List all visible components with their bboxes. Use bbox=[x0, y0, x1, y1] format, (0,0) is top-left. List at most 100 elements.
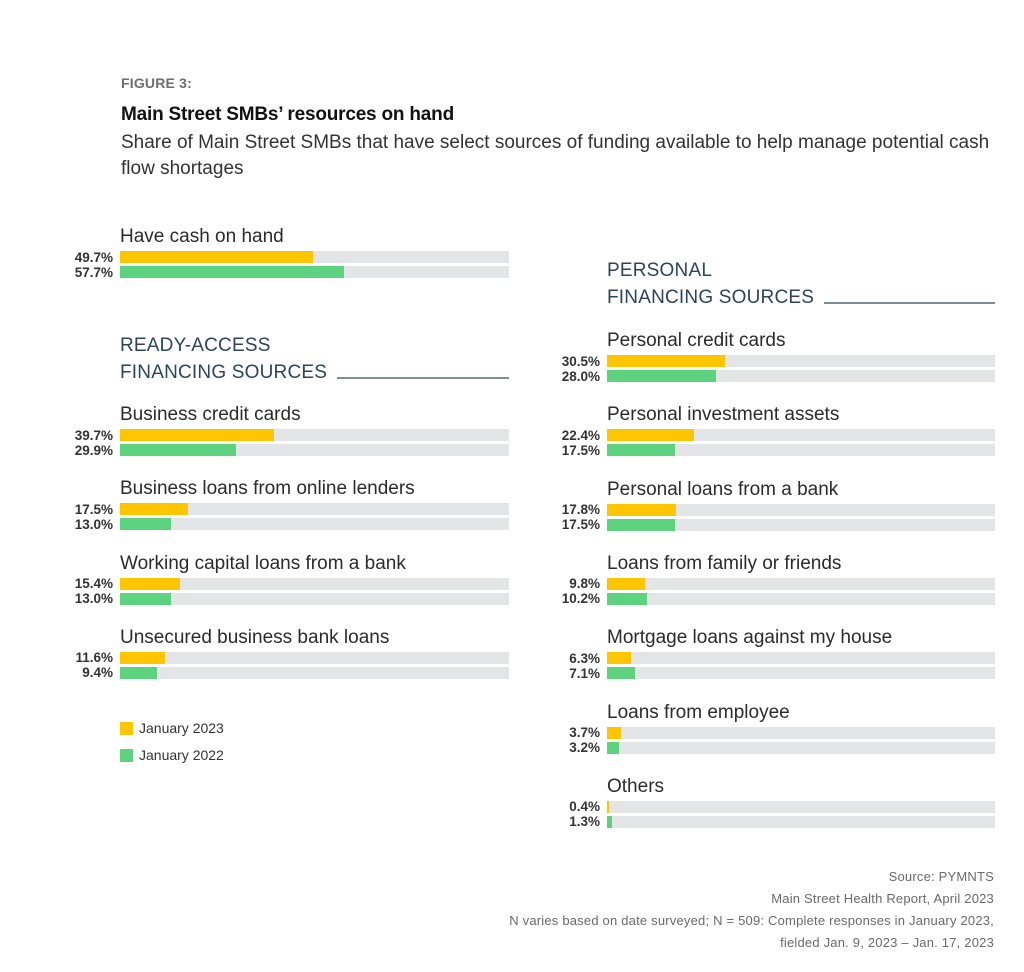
section-divider bbox=[337, 377, 509, 379]
data-label-january-2022-business-loans-from-online-lenders: 13.0% bbox=[74, 516, 113, 532]
legend-label-jan-2023: January 2023 bbox=[139, 720, 224, 736]
bar-january-2022-have-cash-on-hand bbox=[120, 266, 345, 278]
bar-january-2023-mortgage-loans-against-my-house bbox=[607, 652, 632, 665]
category-label-business-loans-from-online-lenders: Business loans from online lenders bbox=[120, 478, 415, 500]
source-footer: Source: PYMNTS Main Street Health Report… bbox=[509, 866, 994, 954]
data-label-january-2023-loans-from-family-or-friends: 9.8% bbox=[569, 576, 600, 592]
bar-track bbox=[607, 592, 995, 605]
category-label-personal-investment-assets: Personal investment assets bbox=[607, 404, 840, 426]
data-label-january-2023-mortgage-loans-against-my-house: 6.3% bbox=[569, 650, 600, 666]
bar-january-2023-loans-from-family-or-friends bbox=[607, 577, 646, 590]
category-label-working-capital-loans-from-a-bank: Working capital loans from a bank bbox=[120, 552, 406, 574]
bar-january-2022-personal-loans-from-a-bank bbox=[607, 518, 675, 531]
bar-january-2022-personal-investment-assets bbox=[607, 444, 675, 457]
section-heading-ready-access-financing-sources: READY-ACCESS FINANCING SOURCES bbox=[120, 332, 327, 386]
bar-january-2022-unsecured-business-bank-loans bbox=[120, 666, 157, 679]
bar-track bbox=[607, 429, 995, 442]
bar-january-2023-have-cash-on-hand bbox=[120, 251, 314, 263]
legend-item-jan-2022: January 2022 bbox=[120, 747, 224, 763]
legend: January 2023 January 2022 bbox=[120, 720, 224, 763]
bar-january-2023-others bbox=[607, 800, 609, 813]
chart-title: Main Street SMBs’ resources on hand bbox=[121, 104, 454, 125]
bar-track bbox=[607, 518, 995, 531]
data-label-january-2022-others: 1.3% bbox=[569, 814, 600, 830]
bar-track bbox=[607, 444, 995, 457]
bar-track bbox=[607, 652, 995, 665]
bar-track bbox=[120, 266, 509, 278]
data-label-january-2023-working-capital-loans-from-a-bank: 15.4% bbox=[74, 576, 113, 592]
bar-january-2023-personal-investment-assets bbox=[607, 429, 694, 442]
data-label-january-2022-have-cash-on-hand: 57.7% bbox=[74, 264, 113, 280]
section-heading-line: READY-ACCESS bbox=[120, 335, 271, 356]
section-heading-personal-financing-sources: PERSONAL FINANCING SOURCES bbox=[607, 257, 814, 311]
bar-january-2023-unsecured-business-bank-loans bbox=[120, 651, 166, 664]
bar-track bbox=[607, 726, 995, 739]
data-label-january-2023-personal-investment-assets: 22.4% bbox=[561, 427, 600, 443]
section-heading-line: FINANCING SOURCES bbox=[607, 287, 815, 308]
data-label-january-2023-business-credit-cards: 39.7% bbox=[74, 427, 113, 443]
bar-track bbox=[607, 355, 995, 367]
bar-track bbox=[120, 503, 509, 516]
bar-track bbox=[607, 503, 995, 516]
legend-swatch-jan-2022 bbox=[120, 748, 133, 762]
bar-track bbox=[120, 429, 509, 441]
data-label-january-2023-business-loans-from-online-lenders: 17.5% bbox=[74, 501, 113, 517]
legend-swatch-jan-2023 bbox=[120, 721, 133, 735]
bar-track bbox=[120, 251, 509, 263]
category-label-unsecured-business-bank-loans: Unsecured business bank loans bbox=[120, 626, 390, 648]
bar-track bbox=[120, 444, 509, 456]
data-label-january-2022-unsecured-business-bank-loans: 9.4% bbox=[82, 665, 113, 681]
category-label-personal-credit-cards: Personal credit cards bbox=[607, 330, 786, 351]
bar-january-2023-loans-from-employee bbox=[607, 726, 622, 739]
data-label-january-2022-loans-from-family-or-friends: 10.2% bbox=[561, 591, 600, 607]
data-label-january-2023-personal-loans-from-a-bank: 17.8% bbox=[561, 502, 600, 518]
bar-january-2022-personal-credit-cards bbox=[607, 370, 716, 382]
bar-january-2022-mortgage-loans-against-my-house bbox=[607, 667, 635, 680]
data-label-january-2023-have-cash-on-hand: 49.7% bbox=[74, 249, 113, 265]
category-label-others: Others bbox=[607, 775, 665, 797]
data-label-january-2022-mortgage-loans-against-my-house: 7.1% bbox=[569, 665, 600, 681]
bar-january-2022-others bbox=[607, 815, 613, 828]
data-label-january-2023-loans-from-employee: 3.7% bbox=[569, 725, 600, 740]
legend-label-jan-2022: January 2022 bbox=[139, 747, 224, 763]
bar-track bbox=[607, 815, 995, 828]
bar-track bbox=[120, 577, 509, 590]
bar-january-2023-business-credit-cards bbox=[120, 429, 275, 441]
data-label-january-2022-loans-from-employee: 3.2% bbox=[569, 740, 600, 755]
bar-january-2022-loans-from-family-or-friends bbox=[607, 592, 647, 605]
bar-january-2022-working-capital-loans-from-a-bank bbox=[120, 592, 171, 605]
footer-fielded: fielded Jan. 9, 2023 – Jan. 17, 2023 bbox=[780, 935, 994, 950]
category-label-personal-loans-from-a-bank: Personal loans from a bank bbox=[607, 478, 839, 500]
data-label-january-2023-personal-credit-cards: 30.5% bbox=[561, 353, 600, 369]
bar-track bbox=[120, 666, 509, 679]
bar-january-2023-working-capital-loans-from-a-bank bbox=[120, 577, 180, 590]
data-label-january-2023-others: 0.4% bbox=[569, 799, 600, 815]
data-label-january-2023-unsecured-business-bank-loans: 11.6% bbox=[75, 650, 113, 666]
data-label-january-2022-personal-loans-from-a-bank: 17.5% bbox=[561, 517, 600, 533]
data-label-january-2022-personal-investment-assets: 17.5% bbox=[561, 442, 600, 458]
bar-track bbox=[607, 577, 995, 590]
bar-track bbox=[607, 667, 995, 680]
bar-track bbox=[120, 592, 509, 605]
bar-track bbox=[607, 741, 995, 754]
data-label-january-2022-working-capital-loans-from-a-bank: 13.0% bbox=[74, 591, 113, 607]
bar-track bbox=[607, 800, 995, 813]
bar-january-2022-business-loans-from-online-lenders bbox=[120, 518, 171, 531]
bar-track bbox=[120, 518, 509, 531]
section-divider bbox=[824, 302, 995, 304]
footer-report: Main Street Health Report, April 2023 bbox=[771, 891, 994, 906]
category-label-mortgage-loans-against-my-house: Mortgage loans against my house bbox=[607, 627, 893, 649]
bar-track bbox=[120, 651, 509, 664]
data-label-january-2022-personal-credit-cards: 28.0% bbox=[561, 368, 600, 384]
bar-january-2022-business-credit-cards bbox=[120, 444, 237, 456]
section-heading-line: PERSONAL bbox=[607, 260, 713, 281]
bar-january-2023-personal-loans-from-a-bank bbox=[607, 503, 677, 516]
data-label-january-2022-business-credit-cards: 29.9% bbox=[74, 442, 113, 458]
legend-item-jan-2023: January 2023 bbox=[120, 720, 224, 736]
category-label-loans-from-employee: Loans from employee bbox=[607, 701, 790, 723]
section-heading-line: FINANCING SOURCES bbox=[120, 362, 328, 383]
figure-label: FIGURE 3: bbox=[121, 75, 193, 91]
bar-january-2023-personal-credit-cards bbox=[607, 355, 726, 367]
bar-january-2022-loans-from-employee bbox=[607, 741, 620, 754]
footer-source: Source: PYMNTS bbox=[888, 869, 994, 884]
